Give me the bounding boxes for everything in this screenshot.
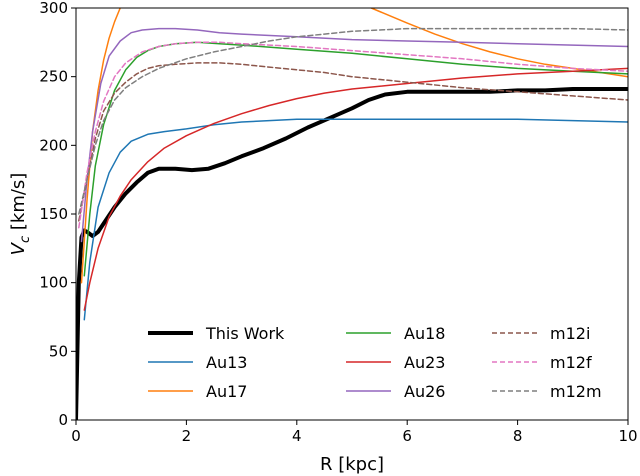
legend-label-this-work: This Work xyxy=(205,324,285,343)
y-tick-label: 300 xyxy=(39,0,68,17)
y-axis-title-unit: [km/s] xyxy=(8,173,29,236)
y-tick-label: 200 xyxy=(39,136,68,154)
series-line-au17 xyxy=(80,8,121,284)
series-line-au13 xyxy=(83,118,628,321)
x-tick-label: 4 xyxy=(292,427,302,445)
y-tick-label: 0 xyxy=(58,411,68,429)
x-tick-label: 10 xyxy=(618,427,637,445)
x-tick-label: 2 xyxy=(182,427,192,445)
legend-label-au26: Au26 xyxy=(404,382,445,401)
y-tick-label: 50 xyxy=(49,342,68,360)
legend-label-au17: Au17 xyxy=(206,382,247,401)
series-layer xyxy=(76,8,628,420)
x-axis-title: R [kpc] xyxy=(320,454,384,475)
series-line-au23 xyxy=(83,67,628,311)
legend-label-au23: Au23 xyxy=(404,353,445,372)
series-line-m12m xyxy=(78,27,628,215)
y-axis-title-main: V xyxy=(8,241,29,255)
legend-label-au13: Au13 xyxy=(206,353,247,372)
x-tick-label: 8 xyxy=(513,427,523,445)
y-axis-title-subscript: c xyxy=(18,236,33,243)
legend-label-m12f: m12f xyxy=(550,353,592,372)
series-line-this-work xyxy=(76,87,628,420)
y-axis-title: Vc [km/s] xyxy=(8,173,33,256)
series-line-m12i xyxy=(78,62,628,222)
series-line-m12f xyxy=(78,41,628,229)
legend-label-m12i: m12i xyxy=(550,324,590,343)
y-tick-label: 100 xyxy=(39,274,68,292)
legend-label-m12m: m12m xyxy=(550,382,602,401)
series-line-au26 xyxy=(80,27,628,243)
legend-label-au18: Au18 xyxy=(404,324,445,343)
x-tick-label: 0 xyxy=(71,427,81,445)
y-tick-label: 250 xyxy=(39,68,68,86)
y-tick-label: 150 xyxy=(39,205,68,223)
x-tick-label: 6 xyxy=(402,427,412,445)
legend: This Work Au13 Au17 Au18 Au23 Au26 m12i m12f m12… xyxy=(148,324,602,401)
series-line-au18 xyxy=(83,41,628,277)
